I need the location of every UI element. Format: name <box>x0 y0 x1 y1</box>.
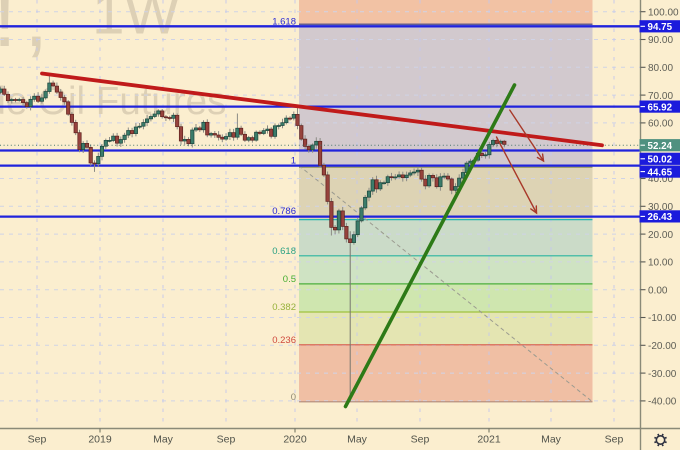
svg-text:65.92: 65.92 <box>648 102 673 113</box>
svg-text:May: May <box>153 434 174 446</box>
svg-text:0.236: 0.236 <box>272 335 296 346</box>
svg-text:0.00: 0.00 <box>648 285 668 296</box>
svg-text:2021: 2021 <box>477 434 501 446</box>
svg-text:Sep: Sep <box>217 434 236 446</box>
svg-text:30.00: 30.00 <box>648 202 673 213</box>
svg-text:-10.00: -10.00 <box>648 313 677 324</box>
svg-text:52.24: 52.24 <box>648 141 673 152</box>
svg-text:-40.00: -40.00 <box>648 397 677 408</box>
svg-text:0.786: 0.786 <box>272 206 296 217</box>
svg-text:70.00: 70.00 <box>648 91 673 102</box>
svg-text:,: , <box>24 0 48 65</box>
svg-text:26.43: 26.43 <box>648 212 673 223</box>
svg-text:0.618: 0.618 <box>272 246 296 257</box>
svg-text:Sep: Sep <box>605 434 624 446</box>
svg-text:90.00: 90.00 <box>648 35 673 46</box>
svg-text:10.00: 10.00 <box>648 258 673 269</box>
svg-text:0.5: 0.5 <box>283 274 296 285</box>
svg-text:Sep: Sep <box>411 434 430 446</box>
svg-text:100.00: 100.00 <box>648 7 679 18</box>
svg-text:60.00: 60.00 <box>648 119 673 130</box>
svg-text:1: 1 <box>291 156 296 167</box>
svg-text:1.618: 1.618 <box>272 16 296 27</box>
svg-text:May: May <box>541 434 562 446</box>
svg-text:44.65: 44.65 <box>648 167 673 178</box>
svg-text:2020: 2020 <box>283 434 307 446</box>
svg-text:80.00: 80.00 <box>648 63 673 74</box>
svg-text:50.02: 50.02 <box>648 155 673 166</box>
svg-text:20.00: 20.00 <box>648 230 673 241</box>
svg-text:0: 0 <box>291 392 296 403</box>
svg-text:94.75: 94.75 <box>648 22 673 33</box>
svg-text:May: May <box>347 434 368 446</box>
svg-text:40.00: 40.00 <box>648 174 673 185</box>
svg-text:0.382: 0.382 <box>272 302 296 313</box>
svg-text:-20.00: -20.00 <box>648 341 677 352</box>
svg-text:2019: 2019 <box>88 434 112 446</box>
svg-text:!: ! <box>0 0 17 65</box>
svg-text:Sep: Sep <box>28 434 47 446</box>
svg-text:-30.00: -30.00 <box>648 369 677 380</box>
svg-text:1W: 1W <box>92 0 181 47</box>
